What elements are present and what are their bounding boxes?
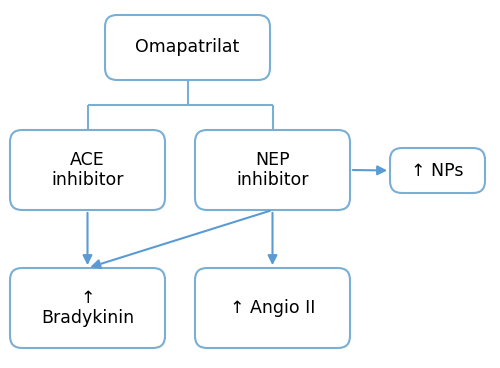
Text: Omapatrilat: Omapatrilat bbox=[136, 39, 240, 57]
Text: ↑ Angio II: ↑ Angio II bbox=[230, 299, 315, 317]
FancyBboxPatch shape bbox=[105, 15, 270, 80]
Text: ACE
inhibitor: ACE inhibitor bbox=[52, 151, 124, 190]
FancyBboxPatch shape bbox=[390, 148, 485, 193]
Text: NEP
inhibitor: NEP inhibitor bbox=[236, 151, 309, 190]
FancyBboxPatch shape bbox=[10, 268, 165, 348]
FancyBboxPatch shape bbox=[10, 130, 165, 210]
Text: ↑ NPs: ↑ NPs bbox=[411, 162, 464, 180]
Text: ↑
Bradykinin: ↑ Bradykinin bbox=[41, 289, 134, 328]
FancyBboxPatch shape bbox=[195, 130, 350, 210]
FancyBboxPatch shape bbox=[195, 268, 350, 348]
